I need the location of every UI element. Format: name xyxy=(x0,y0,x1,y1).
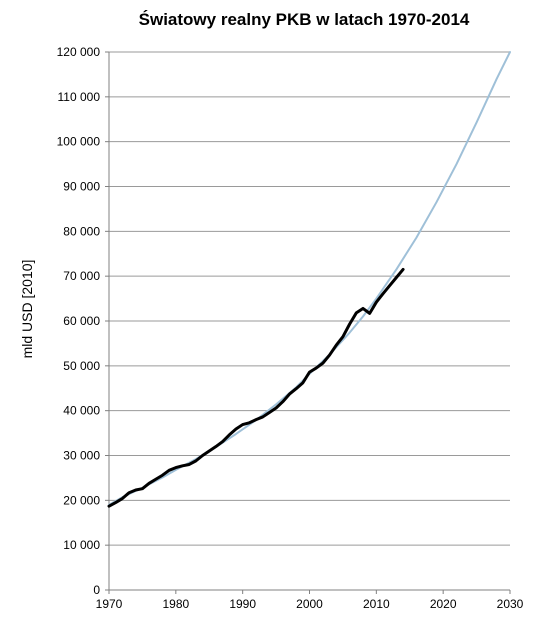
y-tick-label: 40 000 xyxy=(63,404,100,418)
chart-title: Światowy realny PKB w latach 1970-2014 xyxy=(139,10,470,29)
y-tick-label: 0 xyxy=(93,583,100,597)
y-tick-label: 50 000 xyxy=(63,359,100,373)
axes xyxy=(105,51,511,594)
y-tick-label: 120 000 xyxy=(57,45,101,59)
y-tick-label: 70 000 xyxy=(63,269,100,283)
series-line-gdp xyxy=(107,267,405,508)
x-tick-label: 2000 xyxy=(296,597,323,611)
plot-area xyxy=(107,51,511,508)
y-tick-label: 80 000 xyxy=(63,224,100,238)
x-tick-label: 2010 xyxy=(363,597,390,611)
tick-labels: 0 10 000 20 000 30 000 40 000 50 000 60 000 70 … xyxy=(57,45,524,611)
y-tick-label: 30 000 xyxy=(63,449,100,463)
y-axis-label: mld USD [2010] xyxy=(19,260,35,359)
grid xyxy=(109,51,510,546)
y-tick-label: 60 000 xyxy=(63,314,100,328)
series-line-trend xyxy=(108,51,511,506)
x-tick-label: 2020 xyxy=(430,597,457,611)
y-tick-label: 100 000 xyxy=(57,135,101,149)
x-tick-label: 1990 xyxy=(229,597,256,611)
x-tick-label: 1980 xyxy=(162,597,189,611)
x-tick-label: 1970 xyxy=(96,597,123,611)
y-tick-label: 90 000 xyxy=(63,180,100,194)
y-tick-label: 10 000 xyxy=(63,538,100,552)
x-tick-label: 2030 xyxy=(497,597,524,611)
y-tick-label: 20 000 xyxy=(63,493,100,507)
y-tick-label: 110 000 xyxy=(58,90,101,104)
